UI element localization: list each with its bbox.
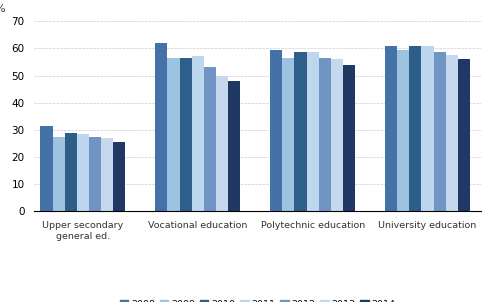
Text: %: % — [0, 4, 5, 14]
Bar — [331, 59, 343, 211]
Bar — [306, 53, 319, 211]
Bar — [180, 58, 191, 211]
Bar — [397, 50, 409, 211]
Bar — [295, 53, 306, 211]
Bar — [385, 46, 397, 211]
Bar — [434, 53, 446, 211]
Bar — [65, 133, 77, 211]
Bar — [421, 46, 434, 211]
Bar — [167, 58, 180, 211]
Bar — [204, 67, 216, 211]
Bar — [191, 56, 204, 211]
Bar — [53, 137, 65, 211]
Bar — [40, 126, 53, 211]
Bar — [216, 76, 228, 211]
Bar — [343, 65, 355, 211]
Legend: 2008, 2009, 2010, 2011, 2012, 2013, 2014: 2008, 2009, 2010, 2011, 2012, 2013, 2014 — [116, 296, 400, 302]
Bar — [228, 81, 240, 211]
Bar — [409, 46, 421, 211]
Bar — [319, 58, 331, 211]
Bar — [77, 134, 89, 211]
Bar — [458, 59, 470, 211]
Bar — [446, 55, 458, 211]
Bar — [89, 137, 101, 211]
Bar — [282, 58, 295, 211]
Bar — [270, 50, 282, 211]
Bar — [155, 43, 167, 211]
Bar — [101, 138, 113, 211]
Bar — [113, 142, 125, 211]
